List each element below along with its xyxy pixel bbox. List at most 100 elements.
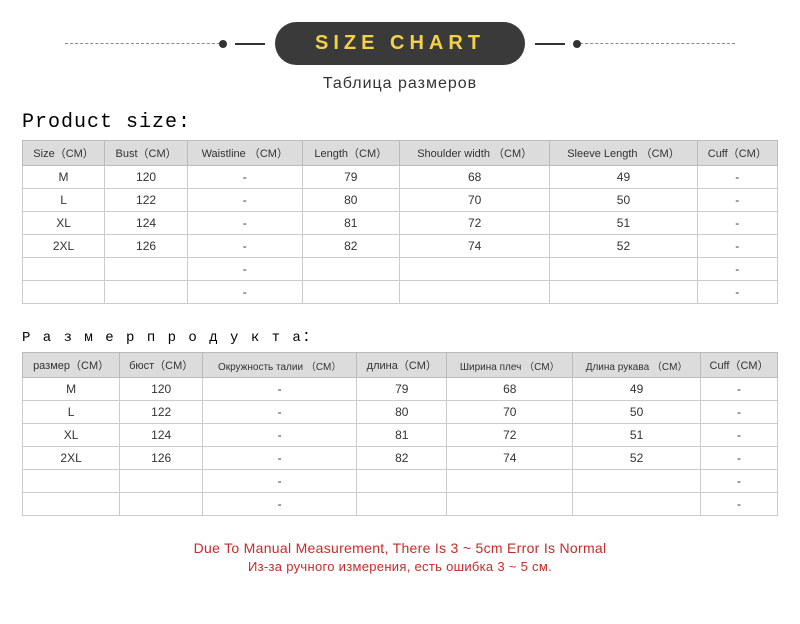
table-cell [302,258,399,281]
table-cell: 50 [550,189,697,212]
table-cell: 122 [105,189,188,212]
table-cell: 68 [447,378,573,401]
table-cell: - [697,235,777,258]
table-row: XL124-817251- [23,424,778,447]
section-title-ru: Р а з м е р п р о д у к т а： [22,326,800,346]
col-size: Size（CM） [23,141,105,166]
table-cell: - [187,281,302,304]
table-cell: - [203,378,357,401]
footer-note-en: Due To Manual Measurement, There Is 3 ~ … [0,540,800,556]
table-cell: - [701,493,778,516]
col-cuff: Cuff（CM） [697,141,777,166]
table-cell [357,493,447,516]
table-cell: 72 [400,212,550,235]
table-cell: 120 [105,166,188,189]
table-cell: - [701,401,778,424]
table-cell: 79 [357,378,447,401]
table-row: M120-796849- [23,166,778,189]
table-cell: - [697,212,777,235]
table-cell: 70 [447,401,573,424]
table-cell: L [23,401,120,424]
table-cell: XL [23,424,120,447]
table-cell: 126 [105,235,188,258]
table-row: XL124-817251- [23,212,778,235]
table-cell: 120 [120,378,203,401]
dot-icon [219,40,227,48]
table-cell: - [187,235,302,258]
col-waistline: Waistline （CM） [187,141,302,166]
table-cell: - [701,470,778,493]
col-bust: бюст（CM） [120,353,203,378]
table-cell [550,258,697,281]
table-cell: 82 [357,447,447,470]
table-row: L122-807050- [23,189,778,212]
table-cell: 81 [302,212,399,235]
subtitle-ru: Таблица размеров [0,75,800,93]
table-cell: 72 [447,424,573,447]
table-cell: 51 [550,212,697,235]
table-cell [573,470,701,493]
col-shoulder: Shoulder width （CM） [400,141,550,166]
table-cell: 50 [573,401,701,424]
title-pill: SIZE CHART [275,22,525,65]
table-cell: 49 [550,166,697,189]
table-cell: 52 [550,235,697,258]
table-header-row: размер（CM） бюст（CM） Окружность талии （CM… [23,353,778,378]
table-cell: - [203,401,357,424]
table-cell: - [701,424,778,447]
col-waistline: Окружность талии （CM） [203,353,357,378]
table-cell [447,493,573,516]
table-cell: 126 [120,447,203,470]
table-header-row: Size（CM） Bust（CM） Waistline （CM） Length（… [23,141,778,166]
table-cell [400,258,550,281]
table-cell: 2XL [23,235,105,258]
col-shoulder: Ширина плеч （CM） [447,353,573,378]
col-size: размер（CM） [23,353,120,378]
table-cell: 74 [447,447,573,470]
table-cell [550,281,697,304]
table-cell [400,281,550,304]
table-cell: M [23,166,105,189]
table-cell [357,470,447,493]
table-cell: - [187,189,302,212]
table-cell: - [701,378,778,401]
table-cell [105,258,188,281]
table-row: -- [23,493,778,516]
dot-icon [573,40,581,48]
table-body-ru: M120-796849-L122-807050-XL124-817251-2XL… [23,378,778,516]
table-body-en: M120-796849-L122-807050-XL124-817251-2XL… [23,166,778,304]
table-cell: 68 [400,166,550,189]
table-cell: 79 [302,166,399,189]
table-cell: L [23,189,105,212]
line-segment-right [535,43,565,45]
table-row: 2XL126-827452- [23,447,778,470]
table-cell: 51 [573,424,701,447]
table-cell: 122 [120,401,203,424]
table-row: M120-796849- [23,378,778,401]
table-cell: - [187,258,302,281]
table-cell [23,493,120,516]
table-cell [23,281,105,304]
col-sleeve: Sleeve Length （CM） [550,141,697,166]
table-cell: - [697,166,777,189]
table-cell [105,281,188,304]
table-cell: - [203,447,357,470]
footer: Due To Manual Measurement, There Is 3 ~ … [0,540,800,574]
table-cell: - [203,493,357,516]
col-length: Length（CM） [302,141,399,166]
table-cell: - [187,212,302,235]
table-cell [573,493,701,516]
table-cell: XL [23,212,105,235]
dashed-line-left [65,43,225,44]
table-cell: 70 [400,189,550,212]
col-sleeve: Длина рукава （CM） [573,353,701,378]
table-cell: - [203,470,357,493]
table-cell [23,258,105,281]
table-cell [23,470,120,493]
table-cell: 52 [573,447,701,470]
line-segment-left [235,43,265,45]
table-row: -- [23,470,778,493]
table-cell: 80 [357,401,447,424]
table-cell: 49 [573,378,701,401]
table-cell: - [187,166,302,189]
